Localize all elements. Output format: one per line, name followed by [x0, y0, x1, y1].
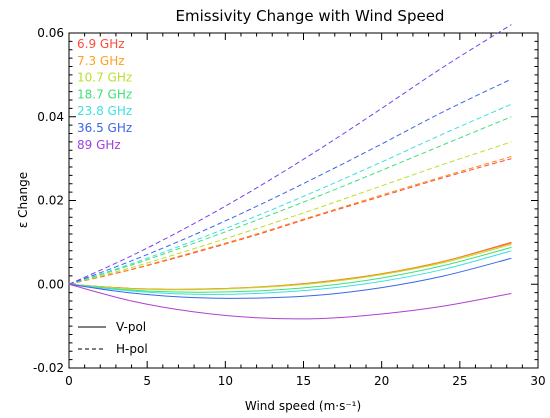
legend-entry: 6.9 GHz: [77, 37, 125, 51]
y-tick-label: 0.02: [37, 194, 64, 208]
y-axis-ticks: -0.02 0.00 0.02 0.04 0.06: [33, 26, 538, 375]
y-tick-label: 0.04: [37, 110, 64, 124]
plot-area: [68, 32, 539, 369]
series-line-89-ghz-v-pol: [68, 283, 512, 320]
series-line-36_5-ghz-h-pol: [68, 78, 512, 285]
legend-entry: 23.8 GHz: [77, 104, 132, 118]
series-line-18_7-ghz-h-pol: [68, 116, 512, 285]
series-line-10_7-ghz-h-pol: [68, 141, 512, 285]
legend-entry: 89 GHz: [77, 138, 121, 152]
series-line-89-ghz-h-pol: [68, 24, 512, 285]
series-line-23_8-ghz-h-pol: [68, 103, 512, 285]
y-tick-label: 0.06: [37, 26, 64, 40]
h-pol-legend-label: H-pol: [116, 342, 148, 356]
y-tick-label: 0.00: [37, 277, 64, 291]
legend-entry: 36.5 GHz: [77, 121, 132, 135]
x-tick-label: 0: [65, 374, 73, 388]
x-tick-label: 5: [143, 374, 151, 388]
legend-entry: 7.3 GHz: [77, 54, 125, 68]
x-tick-label: 10: [218, 374, 233, 388]
series-line-18_7-ghz-v-pol: [68, 246, 512, 293]
x-tick-label: 30: [530, 374, 545, 388]
x-tick-label: 15: [296, 374, 311, 388]
series-line-7_3-ghz-h-pol: [68, 156, 512, 285]
legend-entry: 18.7 GHz: [77, 87, 132, 101]
x-tick-label: 25: [452, 374, 467, 388]
series-layer: [68, 24, 512, 320]
polarization-legend: V-pol H-pol: [78, 320, 148, 356]
chart-title: Emissivity Change with Wind Speed: [176, 7, 445, 25]
series-line-6_9-ghz-v-pol: [68, 241, 512, 290]
series-line-23_8-ghz-v-pol: [68, 250, 512, 295]
y-axis-label: ε Change: [16, 172, 30, 228]
plot-frame: [68, 32, 539, 369]
series-line-10_7-ghz-v-pol: [68, 243, 512, 291]
x-axis-label: Wind speed (m·s⁻¹): [245, 399, 361, 413]
v-pol-legend-label: V-pol: [116, 320, 146, 334]
frequency-legend: 6.9 GHz 7.3 GHz 10.7 GHz 18.7 GHz 23.8 GHz 36…: [77, 37, 132, 152]
series-line-6_9-ghz-h-pol: [68, 158, 512, 285]
y-tick-label: -0.02: [33, 361, 64, 375]
x-tick-label: 20: [374, 374, 389, 388]
series-line-36_5-ghz-v-pol: [68, 257, 512, 299]
legend-entry: 10.7 GHz: [77, 71, 132, 85]
x-axis-ticks: 0 5 10 15 20 25 30: [65, 33, 546, 388]
